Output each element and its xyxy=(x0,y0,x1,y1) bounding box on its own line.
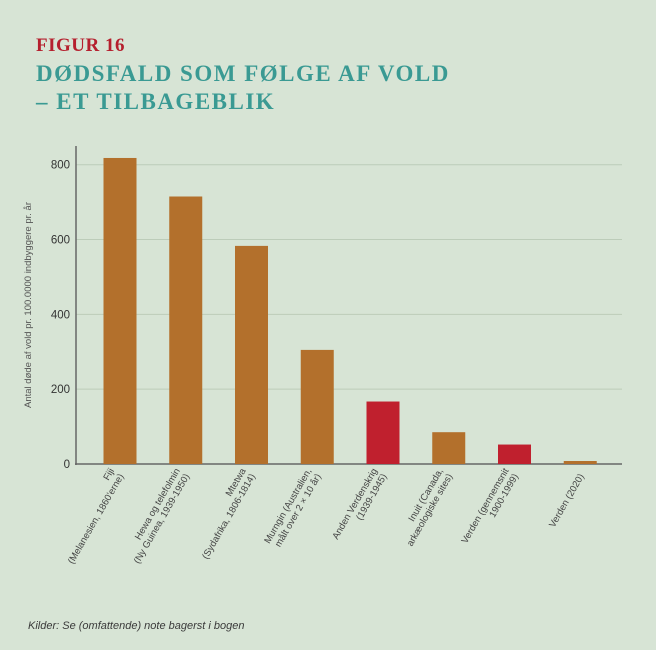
y-tick-label: 200 xyxy=(51,384,70,396)
y-tick-label: 0 xyxy=(64,459,70,471)
x-tick-label-line: Verden (2020) xyxy=(547,472,587,530)
chart-title-line-1: DØDSFALD SOM FØLGE AF VOLD xyxy=(36,61,450,86)
x-tick-label: Inuit (Canada,arkæologiske sites) xyxy=(405,467,455,549)
y-tick-label: 400 xyxy=(51,309,70,321)
y-axis-label: Antal døde af vold pr. 100.0000 indbygge… xyxy=(23,202,34,408)
x-tick-label: Fiji(Melanesien, 1860'erne) xyxy=(66,467,127,566)
chart-title: DØDSFALD SOM FØLGE AF VOLD – ET TILBAGEB… xyxy=(36,60,450,116)
y-tick-label: 600 xyxy=(51,235,70,247)
bar xyxy=(432,432,466,464)
bar xyxy=(366,401,400,464)
bar xyxy=(563,461,597,464)
bar xyxy=(498,444,531,464)
source-note: Kilder: Se (omfattende) note bagerst i b… xyxy=(28,620,245,632)
chart-title-line-2: – ET TILBAGEBLIK xyxy=(36,89,276,114)
figure-label: FIGUR 16 xyxy=(36,35,125,56)
x-tick-label: Murngin (Australien,målt over 2 × 10 år) xyxy=(262,467,324,550)
x-tick-label: Mtetwa(Sydafrika, 1806-1814) xyxy=(200,466,258,561)
x-tick-label-line: Fiji xyxy=(101,467,117,483)
bar xyxy=(235,245,268,464)
y-tick-label: 800 xyxy=(51,160,70,172)
bar xyxy=(103,157,137,464)
bar xyxy=(169,196,203,464)
bar xyxy=(300,349,334,464)
x-tick-label: Verden (2020) xyxy=(547,472,587,530)
x-tick-label: Hewa og telefolmin(Ny Guinea, 1939-1950) xyxy=(132,467,192,566)
x-tick-label-line: (Melanesien, 1860'erne) xyxy=(66,472,127,566)
x-tick-label: Anden Verdenskrig(1939-1945) xyxy=(330,467,389,542)
